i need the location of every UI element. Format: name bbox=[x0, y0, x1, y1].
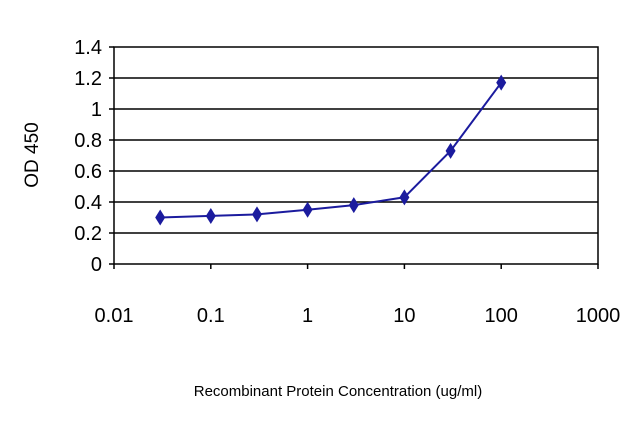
y-tick-label: 1.2 bbox=[74, 68, 102, 90]
x-tick-label: 100 bbox=[485, 305, 518, 327]
x-tick-labels: 0.01 0.1 1 10 100 1000 bbox=[95, 264, 621, 327]
plot-area bbox=[113, 46, 599, 265]
data-point-diamond bbox=[496, 74, 507, 91]
y-tick-label: 0.2 bbox=[74, 223, 102, 245]
data-point-diamond bbox=[205, 207, 216, 224]
x-tick-label: 1000 bbox=[576, 305, 621, 327]
y-axis-title: OD 450 bbox=[22, 122, 43, 187]
data-point-diamond bbox=[399, 189, 410, 206]
y-tick-label: 0.4 bbox=[74, 192, 102, 214]
y-tick-label: 0 bbox=[91, 254, 102, 276]
data-point-diamond bbox=[445, 142, 456, 159]
y-tick-label: 0.8 bbox=[74, 130, 102, 152]
x-axis-title: Recombinant Protein Concentration (ug/ml… bbox=[194, 383, 482, 400]
data-point-diamond bbox=[348, 197, 359, 214]
x-tick-label: 0.01 bbox=[95, 305, 134, 327]
x-tick-label: 0.1 bbox=[197, 305, 225, 327]
y-tick-label: 1 bbox=[91, 99, 102, 121]
gridlines bbox=[114, 77, 598, 234]
x-tick-label: 1 bbox=[302, 305, 313, 327]
x-tick-label: 10 bbox=[393, 305, 415, 327]
series-layer bbox=[155, 74, 507, 226]
y-tick-label: 1.4 bbox=[74, 37, 102, 59]
data-point-diamond bbox=[251, 206, 262, 223]
data-point-diamond bbox=[155, 209, 166, 226]
y-tick-labels: 0 0.2 0.4 0.6 0.8 1 1.2 1.4 bbox=[74, 37, 114, 276]
series-line bbox=[160, 82, 503, 219]
y-tick-label: 0.6 bbox=[74, 161, 102, 183]
data-point-diamond bbox=[302, 201, 313, 218]
